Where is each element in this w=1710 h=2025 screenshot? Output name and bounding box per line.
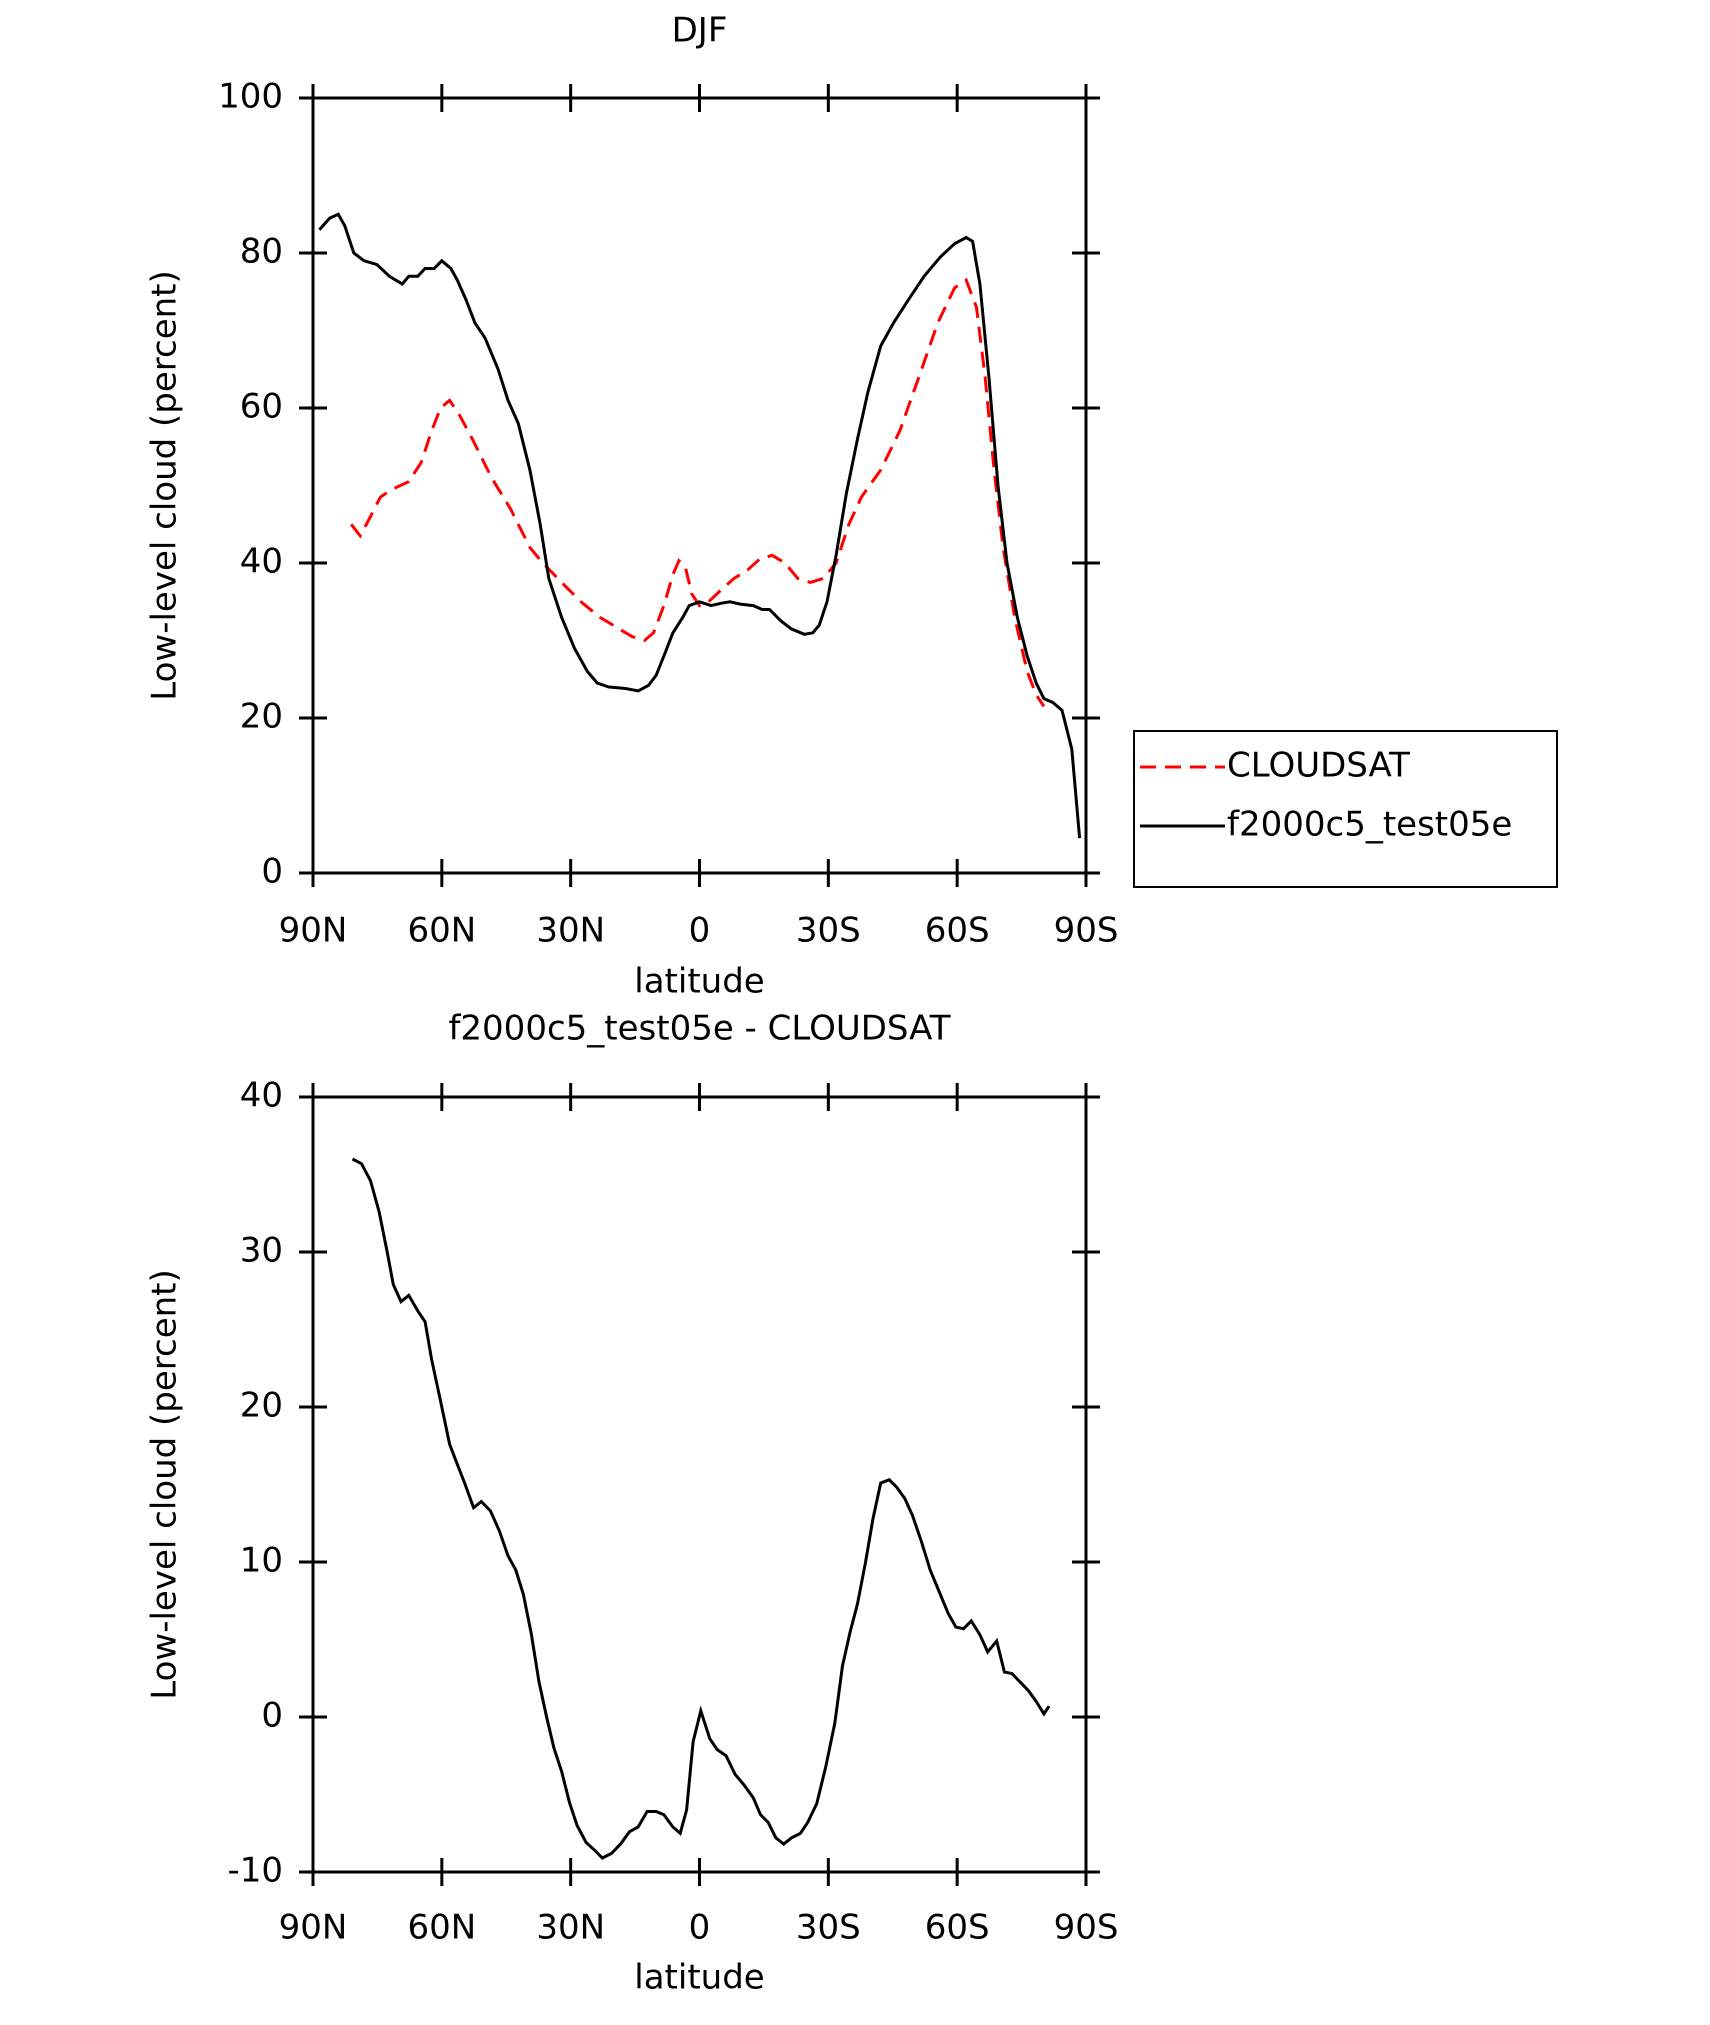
x-tick-label: 30N [536, 1908, 605, 1948]
plot-frame [311, 96, 1088, 875]
x-tick-label: 90S [1054, 1908, 1119, 1948]
legend-box [1133, 730, 1558, 888]
y-tick-label: 20 [240, 1386, 283, 1426]
x-tick-label: 60N [407, 911, 476, 951]
y-tick-label: 40 [240, 542, 283, 582]
x-tick-label: 60S [925, 911, 990, 951]
x-tick-label: 90N [279, 1908, 348, 1948]
y-tick-label: 30 [240, 1231, 283, 1271]
legend-label: CLOUDSAT [1227, 746, 1410, 786]
y-tick-label: 20 [240, 697, 283, 737]
x-axis-label: latitude [634, 962, 764, 1002]
x-axis-label: latitude [634, 1958, 764, 1998]
data-line [350, 277, 1046, 708]
x-tick-label: 60N [407, 1908, 476, 1948]
data-line [351, 1157, 1051, 1860]
plot-frame [311, 1095, 1088, 1874]
y-axis-label: Low-level cloud (percent) [145, 1269, 185, 1700]
y-tick-label: 0 [261, 1696, 283, 1736]
x-tick-label: 30N [536, 911, 605, 951]
y-axis-label: Low-level cloud (percent) [145, 270, 185, 701]
x-tick-label: 30S [796, 911, 861, 951]
y-tick-label: 80 [240, 232, 283, 272]
y-tick-label: 0 [261, 852, 283, 892]
y-tick-label: 100 [218, 77, 283, 117]
chart-title: DJF [672, 11, 728, 51]
x-tick-label: 60S [925, 1908, 990, 1948]
x-tick-label: 0 [689, 911, 711, 951]
x-tick-label: 0 [689, 1908, 711, 1948]
y-tick-label: -10 [227, 1851, 283, 1891]
chart-title: f2000c5_test05e - CLOUDSAT [448, 1009, 950, 1049]
x-tick-label: 30S [796, 1908, 861, 1948]
y-tick-label: 10 [240, 1541, 283, 1581]
x-tick-label: 90N [279, 911, 348, 951]
legend-label: f2000c5_test05e [1227, 805, 1512, 845]
data-line [318, 212, 1082, 839]
y-tick-label: 40 [240, 1076, 283, 1116]
x-tick-label: 90S [1054, 911, 1119, 951]
y-tick-label: 60 [240, 387, 283, 427]
